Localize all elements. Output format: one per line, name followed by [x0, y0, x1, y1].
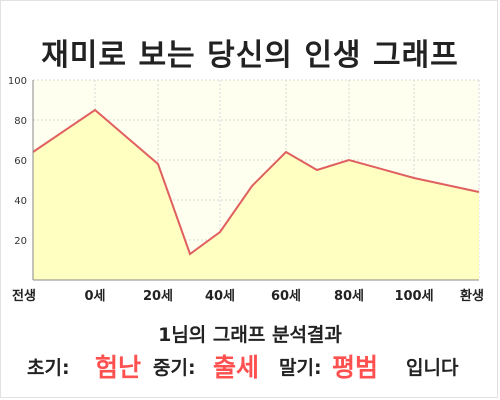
result-ending: 입니다	[406, 357, 459, 379]
x-tick-label: 0세	[84, 289, 105, 304]
y-tick-labels: 20 40 60 80 100	[8, 76, 27, 247]
early-label: 초기:	[27, 357, 70, 379]
x-tick-label: 전생	[12, 288, 36, 304]
y-tick-label: 20	[14, 236, 27, 247]
y-tick-label: 80	[14, 116, 27, 127]
early-value: 험난	[95, 353, 142, 382]
analysis-heading: 1님의 그래프 분석결과	[158, 324, 342, 346]
mid-value: 출세	[213, 353, 260, 382]
y-tick-label: 60	[14, 156, 27, 167]
chart-title: 재미로 보는 당신의 인생 그래프	[41, 38, 459, 73]
x-tick-label: 환생	[460, 288, 484, 304]
x-tick-label: 60세	[271, 289, 301, 304]
x-tick-label: 100세	[394, 289, 433, 304]
x-tick-labels: 전생 0세 20세 40세 60세 80세 100세 환생	[12, 288, 484, 304]
late-label: 말기:	[279, 357, 322, 379]
x-tick-label: 80세	[334, 289, 364, 304]
series-line	[32, 108, 480, 256]
mid-label: 중기:	[153, 357, 196, 379]
y-tick-label: 40	[14, 196, 27, 207]
y-tick-label: 100	[8, 76, 27, 87]
late-value: 평범	[332, 353, 379, 382]
x-tick-label: 40세	[205, 289, 235, 304]
x-tick-label: 20세	[143, 289, 173, 304]
analysis-result: 초기: 험난 중기: 출세 말기: 평범 입니다	[0, 344, 500, 384]
